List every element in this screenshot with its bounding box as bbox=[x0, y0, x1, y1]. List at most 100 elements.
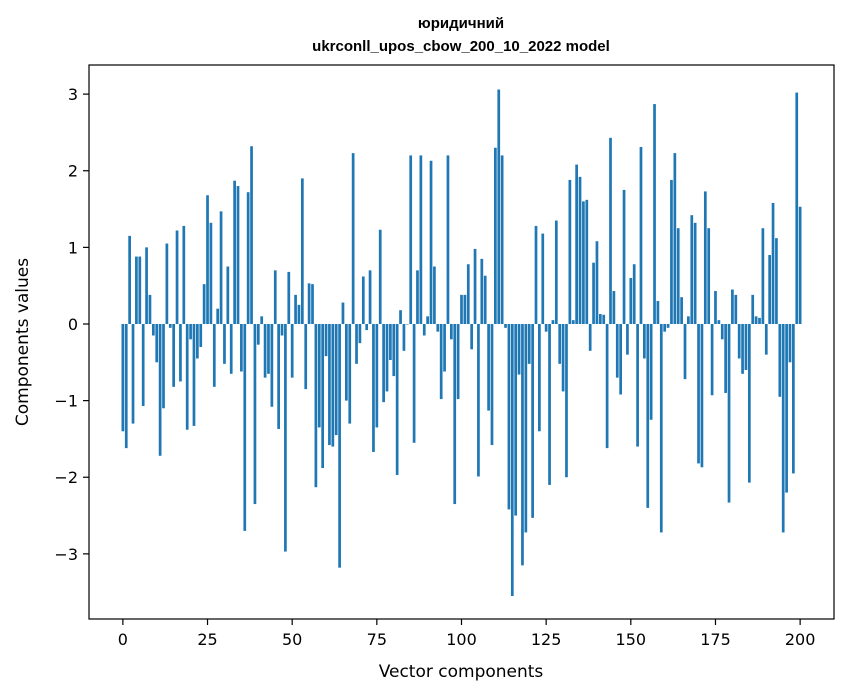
y-tick-label: −1 bbox=[54, 392, 78, 411]
bar-116 bbox=[514, 323, 518, 516]
x-axis-ticks: 0 25 50 75 100 125 150 175 200 bbox=[118, 619, 815, 649]
bar-7 bbox=[145, 247, 148, 324]
bar-185 bbox=[747, 323, 751, 483]
bar-141 bbox=[598, 314, 602, 324]
bar-21 bbox=[192, 323, 196, 426]
bar-64 bbox=[338, 323, 341, 568]
bar-137 bbox=[585, 199, 589, 324]
bar-192 bbox=[771, 202, 775, 324]
bar-34 bbox=[236, 186, 240, 324]
bar-111 bbox=[497, 89, 501, 324]
bar-200 bbox=[798, 206, 802, 324]
bar-182 bbox=[737, 323, 741, 359]
bar-12 bbox=[162, 323, 165, 409]
bar-134 bbox=[575, 164, 578, 324]
bar-123 bbox=[538, 323, 541, 432]
bar-95 bbox=[443, 323, 446, 372]
bar-80 bbox=[392, 323, 396, 377]
bar-92 bbox=[433, 266, 436, 324]
bar-128 bbox=[554, 220, 558, 324]
bar-187 bbox=[754, 316, 758, 324]
bar-174 bbox=[710, 323, 714, 396]
bar-183 bbox=[741, 323, 744, 374]
bar-104 bbox=[473, 248, 477, 324]
bar-171 bbox=[700, 323, 704, 468]
bar-20 bbox=[189, 323, 192, 340]
x-tick-label: 0 bbox=[118, 630, 128, 649]
bar-5 bbox=[138, 256, 142, 324]
bar-198 bbox=[792, 323, 795, 474]
bars-group bbox=[121, 89, 802, 597]
bar-86 bbox=[412, 323, 416, 443]
bar-33 bbox=[233, 180, 236, 324]
bar-66 bbox=[345, 323, 348, 401]
chart-subtitle: ukrconll_upos_cbow_200_10_2022 model bbox=[312, 38, 610, 55]
bar-179 bbox=[727, 323, 731, 503]
bar-54 bbox=[304, 323, 308, 390]
bar-25 bbox=[206, 195, 209, 324]
bar-53 bbox=[300, 178, 304, 324]
bar-147 bbox=[619, 323, 623, 395]
bar-77 bbox=[382, 323, 385, 403]
bar-160 bbox=[663, 323, 667, 332]
bar-166 bbox=[683, 323, 687, 380]
bar-32 bbox=[229, 323, 233, 374]
bar-114 bbox=[507, 323, 511, 510]
bar-73 bbox=[368, 270, 372, 324]
bar-176 bbox=[717, 320, 721, 324]
bar-109 bbox=[490, 323, 494, 446]
bar-69 bbox=[355, 323, 358, 364]
bar-159 bbox=[659, 323, 663, 533]
bar-132 bbox=[568, 179, 572, 324]
bar-112 bbox=[500, 155, 504, 324]
bar-197 bbox=[788, 323, 792, 363]
bar-83 bbox=[402, 323, 406, 351]
bar-172 bbox=[703, 191, 707, 324]
bar-150 bbox=[629, 278, 633, 324]
bar-146 bbox=[615, 323, 619, 378]
plot-frame bbox=[88, 64, 835, 620]
y-tick-label: −3 bbox=[54, 545, 78, 564]
y-tick-label: 1 bbox=[68, 238, 78, 257]
bar-142 bbox=[602, 314, 606, 324]
bar-100 bbox=[460, 294, 463, 324]
bar-27 bbox=[212, 323, 216, 387]
bar-84 bbox=[405, 323, 409, 325]
bar-52 bbox=[297, 304, 301, 324]
bar-42 bbox=[263, 323, 267, 378]
bar-87 bbox=[416, 270, 419, 324]
bar-71 bbox=[361, 276, 365, 324]
bar-158 bbox=[656, 301, 660, 324]
bar-113 bbox=[504, 323, 507, 328]
bar-178 bbox=[724, 323, 727, 393]
bar-22 bbox=[196, 323, 199, 359]
bar-103 bbox=[470, 323, 474, 350]
bar-144 bbox=[609, 137, 612, 324]
bar-51 bbox=[294, 294, 297, 324]
bar-122 bbox=[534, 225, 538, 324]
bar-24 bbox=[202, 284, 206, 324]
bar-177 bbox=[720, 323, 724, 340]
bar-133 bbox=[571, 320, 575, 324]
bar-136 bbox=[582, 201, 585, 324]
bar-8 bbox=[148, 294, 152, 324]
bar-4 bbox=[135, 256, 138, 324]
bar-155 bbox=[646, 323, 650, 508]
bar-191 bbox=[768, 255, 772, 324]
bar-127 bbox=[551, 320, 555, 324]
y-axis-label: Components values bbox=[13, 258, 33, 426]
chart-title: юридичний bbox=[418, 15, 504, 32]
bar-189 bbox=[761, 228, 765, 324]
bar-88 bbox=[419, 155, 423, 324]
x-tick-label: 125 bbox=[531, 630, 562, 649]
bar-57 bbox=[314, 323, 318, 488]
bar-59 bbox=[321, 323, 325, 469]
bar-139 bbox=[592, 262, 595, 324]
bar-199 bbox=[795, 92, 799, 324]
x-tick-label: 100 bbox=[446, 630, 477, 649]
bar-62 bbox=[331, 323, 335, 447]
bar-89 bbox=[422, 323, 426, 336]
bar-28 bbox=[216, 308, 220, 324]
bar-154 bbox=[643, 323, 646, 359]
bar-195 bbox=[781, 323, 785, 533]
